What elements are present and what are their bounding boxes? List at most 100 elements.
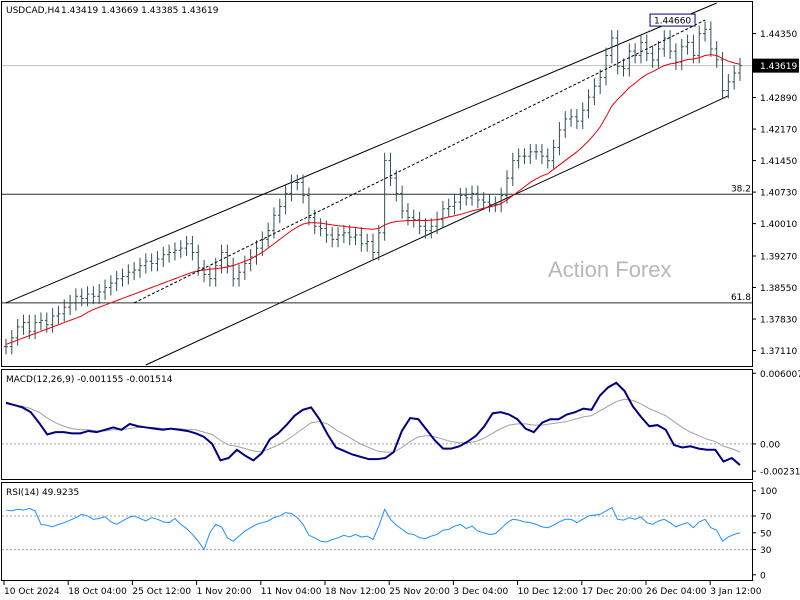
price-bar: [38, 312, 43, 331]
price-bar: [207, 266, 212, 287]
price-bar: [394, 170, 399, 202]
price-bar: [604, 47, 609, 86]
macd-label: MACD(12,26,9) -0.001155 -0.001514: [6, 375, 173, 385]
rsi-label: RSI(14) 49.9235: [6, 488, 79, 498]
price-bar: [68, 294, 73, 316]
price-bar: [85, 286, 90, 307]
price-bar: [330, 227, 335, 248]
price-axis-label: 1.37830: [760, 316, 797, 326]
time-axis-label: 10 Dec 12:00: [518, 587, 579, 597]
price-bar: [21, 314, 26, 335]
rsi-layer: [2, 506, 752, 551]
rsi-axis-label: 50: [760, 529, 772, 539]
price-bar: [376, 224, 381, 261]
price-bar: [615, 30, 620, 75]
time-axis-label: 18 Oct 04:00: [68, 587, 127, 597]
price-bar: [15, 319, 20, 346]
macd-panel-frame: [1, 369, 753, 480]
price-bar: [254, 240, 259, 265]
price-layer: 38.2 61.8 1.44660: [2, 2, 752, 366]
price-bar: [714, 41, 719, 68]
price-bar: [143, 253, 148, 274]
price-bar: [382, 152, 387, 241]
price-bar: [563, 111, 568, 138]
chart-header-ohlc: 1.43419 1.43669 1.43385 1.43619: [61, 6, 219, 16]
price-bar: [359, 227, 364, 252]
price-bar: [656, 41, 661, 68]
price-bar: [493, 196, 498, 213]
price-bar: [662, 30, 667, 57]
price-axis-label: 1.42890: [760, 94, 797, 104]
price-bar: [470, 185, 475, 206]
price-bar: [446, 198, 451, 217]
price-bar: [732, 65, 737, 90]
price-bar: [738, 57, 742, 81]
price-bar: [650, 45, 655, 68]
channel-upper-line: [5, 2, 717, 304]
price-bar: [167, 244, 172, 263]
price-bar: [301, 174, 306, 204]
price-bar: [126, 264, 131, 285]
axis-layer: 1.44350 1.43619 1.42890 1.42170 1.41450 1.407…: [3, 30, 800, 597]
price-bar: [266, 222, 271, 248]
price-axis-label: 1.38550: [760, 284, 797, 294]
current-price-label: 1.43619: [760, 62, 797, 72]
price-bar: [388, 152, 393, 186]
price-bar: [202, 259, 207, 283]
price-bar: [50, 308, 55, 333]
rsi-axis-label: 100: [760, 487, 777, 497]
price-bar: [184, 235, 189, 257]
price-bar: [137, 257, 142, 278]
price-bar: [108, 275, 113, 296]
price-bar: [4, 338, 8, 355]
fib-level-label: 38.2: [731, 184, 751, 194]
rsi-axis-label: 0: [760, 571, 766, 581]
macd-line: [5, 381, 741, 466]
price-axis-label: 1.40010: [760, 220, 797, 230]
current-price-tag: [753, 58, 799, 73]
moving-average-line: [5, 54, 741, 345]
price-axis-label: 1.44350: [760, 30, 797, 40]
price-bar: [481, 192, 486, 211]
price-bar: [551, 139, 556, 169]
price-bar: [289, 174, 294, 202]
price-bar: [56, 305, 61, 324]
time-axis-label: 3 Jan 12:00: [710, 587, 762, 597]
price-bar: [172, 242, 177, 261]
price-bar: [225, 244, 230, 274]
time-axis-label: 26 Dec 04:00: [646, 587, 707, 597]
time-axis-label: 10 Oct 2024: [4, 587, 60, 597]
price-bar: [161, 246, 166, 267]
price-bar: [347, 224, 352, 246]
price-bar: [405, 203, 410, 226]
rsi-panel-frame: [1, 482, 753, 581]
price-bar: [97, 284, 102, 305]
price-bar: [242, 255, 247, 281]
price-bar: [248, 249, 253, 272]
price-bar: [114, 270, 119, 292]
price-bar: [237, 264, 242, 287]
price-bar: [306, 187, 311, 226]
watermark: Action Forex: [548, 257, 672, 282]
rsi-axis-label: 30: [760, 546, 772, 556]
price-bar: [685, 34, 690, 55]
macd-axis-label: 0.006007: [760, 370, 800, 380]
macd-axis-label: 0.00: [760, 440, 780, 450]
price-bar: [155, 251, 160, 272]
price-axis-label: 1.41450: [760, 157, 797, 167]
price-bar: [423, 218, 428, 239]
price-bar: [539, 143, 544, 165]
price-bar: [633, 43, 638, 64]
price-bar: [27, 314, 32, 340]
price-bar: [464, 187, 469, 206]
price-bar: [644, 34, 649, 62]
price-bar: [33, 314, 38, 340]
price-bar: [120, 268, 125, 287]
price-bar: [545, 148, 550, 169]
price-bar: [534, 143, 539, 160]
price-bar: [429, 218, 434, 239]
price-bar: [510, 152, 515, 186]
price-bar: [452, 194, 457, 215]
rsi-line: [5, 506, 741, 551]
